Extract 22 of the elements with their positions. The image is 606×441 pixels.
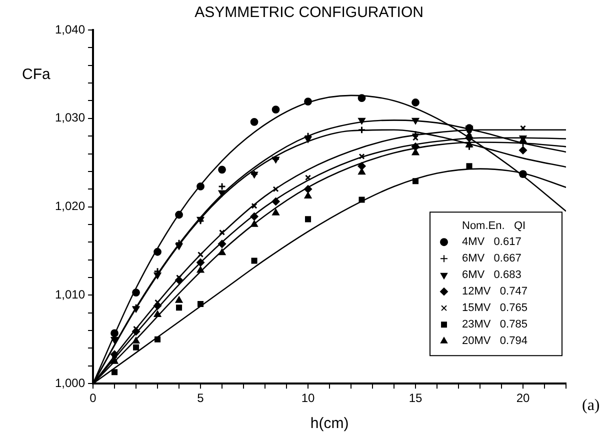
x-axis-title: h(cm) (310, 415, 349, 432)
text: (a) (582, 396, 600, 414)
legend-title: Nom.En. QI (462, 220, 526, 232)
legend-label: 6MV 0.667 (462, 252, 522, 265)
legend-label: 12MV 0.747 (462, 286, 528, 298)
y-tick-label: 1,010 (55, 288, 86, 302)
x-tick-label: 0 (90, 391, 97, 406)
x-tick-label: 5 (197, 391, 204, 406)
legend-label: 4MV 0.617 (462, 236, 522, 248)
legend-label: 23MV 0.785 (462, 318, 528, 331)
y-axis-title: CFa (22, 66, 51, 84)
y-tick-label: 1,040 (55, 22, 86, 36)
legend-label: 6MV 0.683 (462, 269, 522, 282)
legend-label: 15MV 0.765 (462, 302, 528, 314)
y-tick-label: 1,000 (55, 376, 86, 390)
x-tick-label: 10 (301, 391, 316, 406)
x-tick-label: 15 (408, 391, 423, 406)
chart-title: ASYMMETRIC CONFIGURATION (194, 4, 424, 22)
y-tick-label: 1,020 (55, 199, 86, 214)
y-tick-label: 1,030 (55, 110, 86, 125)
x-tick-label: 20 (516, 391, 530, 406)
legend-label: 20MV 0.794 (462, 335, 528, 348)
